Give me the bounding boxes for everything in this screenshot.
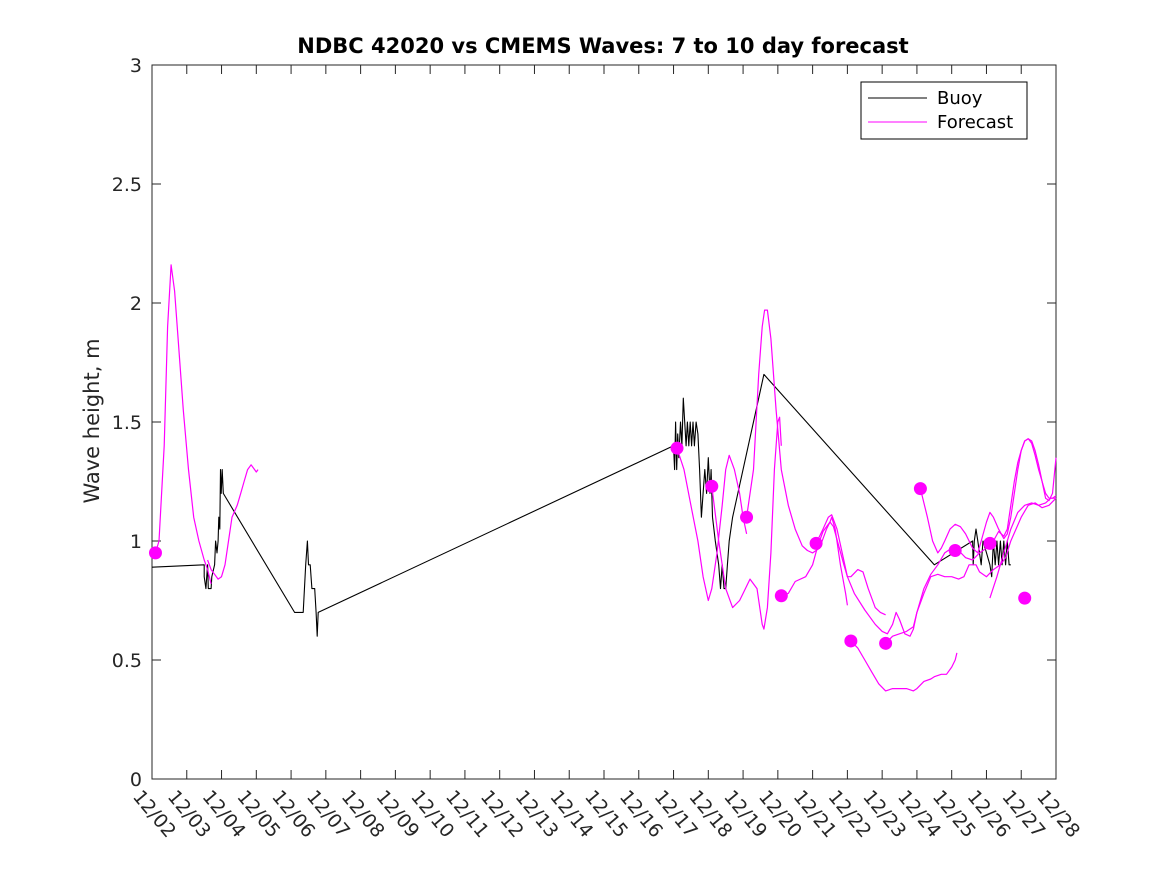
chart-title: NDBC 42020 vs CMEMS Waves: 7 to 10 day f… — [297, 34, 908, 58]
forecast-start-marker — [740, 510, 754, 524]
forecast-start-marker — [705, 479, 719, 493]
forecast-line — [885, 438, 1057, 644]
y-axis-label: Wave height, m — [80, 338, 104, 503]
forecast-line — [989, 497, 1056, 599]
forecast-start-marker — [670, 441, 684, 455]
forecast-start-marker — [809, 536, 823, 550]
legend-box — [860, 81, 1028, 140]
forecast-start-marker — [774, 589, 788, 603]
legend-label-forecast: Forecast — [937, 112, 1013, 133]
y-tick-label: 0.5 — [112, 650, 142, 672]
legend-label-buoy: Buoy — [937, 88, 983, 109]
forecast-line — [781, 516, 848, 606]
forecast-series — [154, 264, 1057, 692]
forecast-start-marker — [148, 546, 162, 560]
y-tick-label: 0 — [130, 769, 142, 791]
y-tick-label: 2 — [130, 293, 142, 315]
forecast-line — [154, 264, 212, 584]
legend: Buoy Forecast — [860, 81, 1028, 140]
y-tick-label: 3 — [130, 55, 142, 77]
plot-frame — [151, 64, 1057, 780]
forecast-start-marker — [844, 634, 858, 648]
plot-area — [151, 64, 1057, 780]
forecast-start-marker — [913, 482, 927, 496]
forecast-line — [919, 438, 1057, 554]
forecast-start-marker — [1018, 591, 1032, 605]
forecast-line — [815, 497, 1057, 637]
forecast-start-marker — [948, 544, 962, 558]
y-tick-label: 1.5 — [112, 412, 142, 434]
forecast-markers — [148, 441, 1032, 650]
buoy-line — [151, 373, 1011, 637]
forecast-line — [207, 464, 259, 580]
forecast-line — [850, 640, 958, 692]
y-tick-label: 2.5 — [112, 174, 142, 196]
forecast-line — [676, 448, 748, 602]
forecast-line — [711, 416, 782, 630]
y-tick-label: 1 — [130, 531, 142, 553]
buoy-series — [151, 373, 1011, 637]
forecast-start-marker — [983, 536, 997, 550]
forecast-start-marker — [879, 636, 893, 650]
